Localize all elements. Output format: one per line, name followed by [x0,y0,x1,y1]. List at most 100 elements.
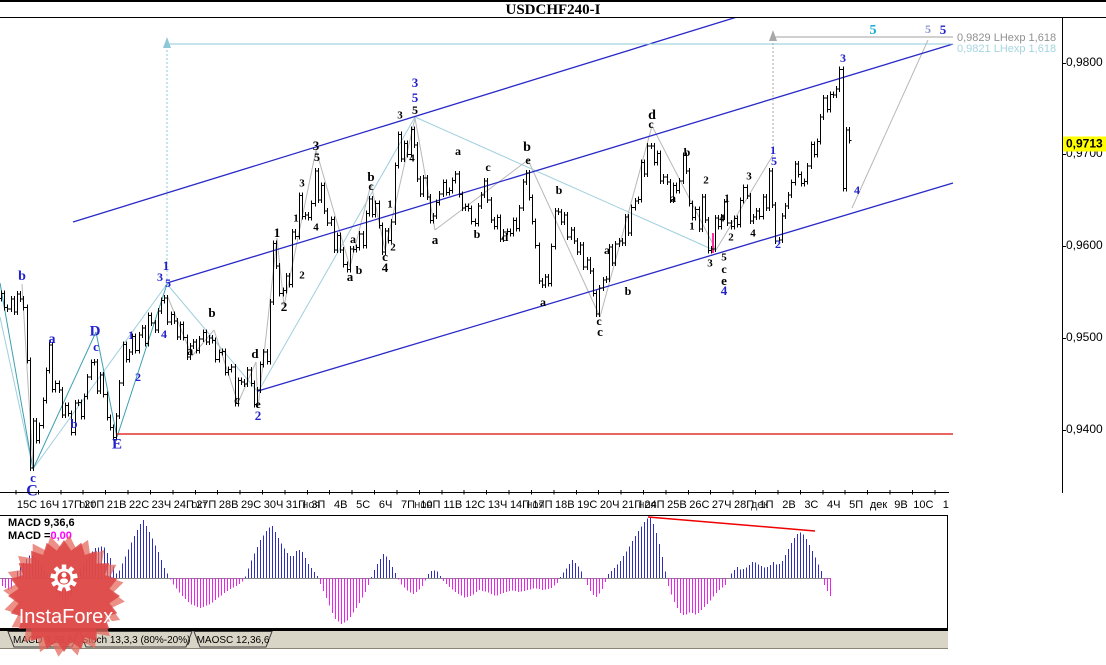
x-axis-label: 12С [465,499,485,511]
indicator-tabs[interactable]: MACD 9,36,6 Stoch 13,3,3 (80%-20%) MAOSC 1… [0,631,948,648]
x-axis-label: 23Ч [152,499,172,511]
x-axis-label: 1П [760,499,774,511]
wave-label-4: 4 [854,183,860,197]
wave-label-a: a [540,295,546,309]
x-axis-label: 6Ч [379,499,392,511]
macd-value-label: MACD = [8,530,51,542]
tab-label[interactable]: MAOSC 12,36,6 [197,635,270,646]
x-axis-label: 21В [107,499,127,511]
x-axis-label: 17П [62,499,82,511]
wave-label-b: b [625,284,632,298]
x-axis-label: 7П [401,499,415,511]
month-overlay-label: ноя [638,499,656,511]
x-axis-label: 10П [420,499,440,511]
wave-label-5: 5 [771,154,777,168]
x-axis-label: 4В [334,499,347,511]
wave-label-1: 1 [387,199,393,211]
wave-label-e: e [525,153,531,167]
indicator-tabstrip[interactable]: MACD 9,36,6 Stoch 13,3,3 (80%-20%) MAOSC 1… [0,631,948,649]
wave-label-3: 3 [707,258,713,270]
price-tick-label: 0,9600 [1066,238,1103,252]
wave-label-1: 1 [274,225,281,240]
wave-label-3: 3 [299,178,305,190]
trend-lines [0,16,954,470]
wave-label-1: 1 [128,328,134,342]
wave-label-2: 2 [299,270,305,282]
wave-label-c: c [93,339,99,354]
chart-title: USDCHF240-I [0,0,1106,18]
wave-label-2: 2 [703,175,709,187]
wave-label-c: c [382,249,388,264]
gray-arrow-up-icon [769,30,777,41]
x-axis-label: 22С [129,499,149,511]
wave-label-b: b [18,269,26,284]
x-axis-label: 25В [667,499,687,511]
x-axis-label: 10С [913,499,933,511]
wave-label-5: 5 [721,252,727,264]
channel-line-1 [166,43,954,284]
macd-params-label: MACD 9,36,6 [8,517,75,529]
wave-label-1: 1 [724,193,730,205]
wave-label-a: a [347,269,354,284]
wave-label-3: 3 [157,270,163,284]
channel-line-2 [257,182,954,392]
wave-label-5: 5 [165,276,171,290]
month-overlay-label: ноя [302,499,320,511]
wave-label-4: 4 [721,283,728,298]
wave-label-3: 3 [313,138,320,153]
wave-label-c: c [721,262,727,276]
wave-label-b: b [208,305,215,320]
wave-label-2: 2 [255,408,262,423]
wave-label-e: e [255,397,261,411]
wave-label-b: b [356,263,363,277]
price-bars [0,66,852,471]
price-tick-label: 0,9400 [1066,422,1103,436]
current-price-label: 0,9713 [1066,137,1103,151]
x-axis-label: 21П [622,499,642,511]
wave-label-a: a [350,232,356,246]
wave-label-1: 1 [689,221,695,233]
month-overlay-label: ноя [526,499,544,511]
x-axis-label: 3С [804,499,818,511]
x-axis-label: 9В [894,499,907,511]
wave-label-d: d [648,108,656,123]
wave-label-a: a [455,144,461,158]
wave-label-E: E [112,436,122,452]
macd-histogram [2,518,831,624]
wave-label-4: 4 [313,222,319,234]
month-overlay-label: окт [79,499,95,511]
x-axis-label: 26С [689,499,709,511]
x-axis-label: 1 [943,499,949,511]
wave-label-b: b [684,145,691,159]
tab-label[interactable]: MACD 9,36,6 [13,635,73,646]
wave-label-e: e [721,273,727,288]
x-axis-label: 29С [241,499,261,511]
price-tick-label: 0,9800 [1066,55,1103,69]
wave-label-3: 3 [840,51,846,65]
x-axis-label: 16Ч [40,499,60,511]
current-price-tag [1063,136,1106,152]
wave-label-a: a [187,343,194,358]
tab-maosc[interactable] [193,631,273,648]
x-axis-label: 24П [174,499,194,511]
wave-label-1: 1 [293,213,299,225]
x-axis-label: 4Ч [827,499,840,511]
month-overlay-label: окт [191,499,207,511]
x-axis-label: 11В [443,499,462,511]
tab-label[interactable]: Stoch 13,3,3 (80%-20%) [82,635,191,646]
fib-expansion-label: 0,9821 LHexp 1,618 [957,43,1056,55]
x-axis-label: 19С [577,499,597,511]
x-axis-label: 17П [532,499,552,511]
x-axis-label: дек [870,499,888,511]
wave-label-5: 5 [412,90,419,105]
wave-label-4: 4 [382,260,389,275]
x-axis-label: 24П [644,499,664,511]
wave-label-5: 5 [925,22,931,36]
wave-label-c: c [234,392,240,407]
wave-label-2: 2 [390,242,396,254]
wave-label-c: c [597,324,603,339]
wave-label-c: c [648,117,654,131]
